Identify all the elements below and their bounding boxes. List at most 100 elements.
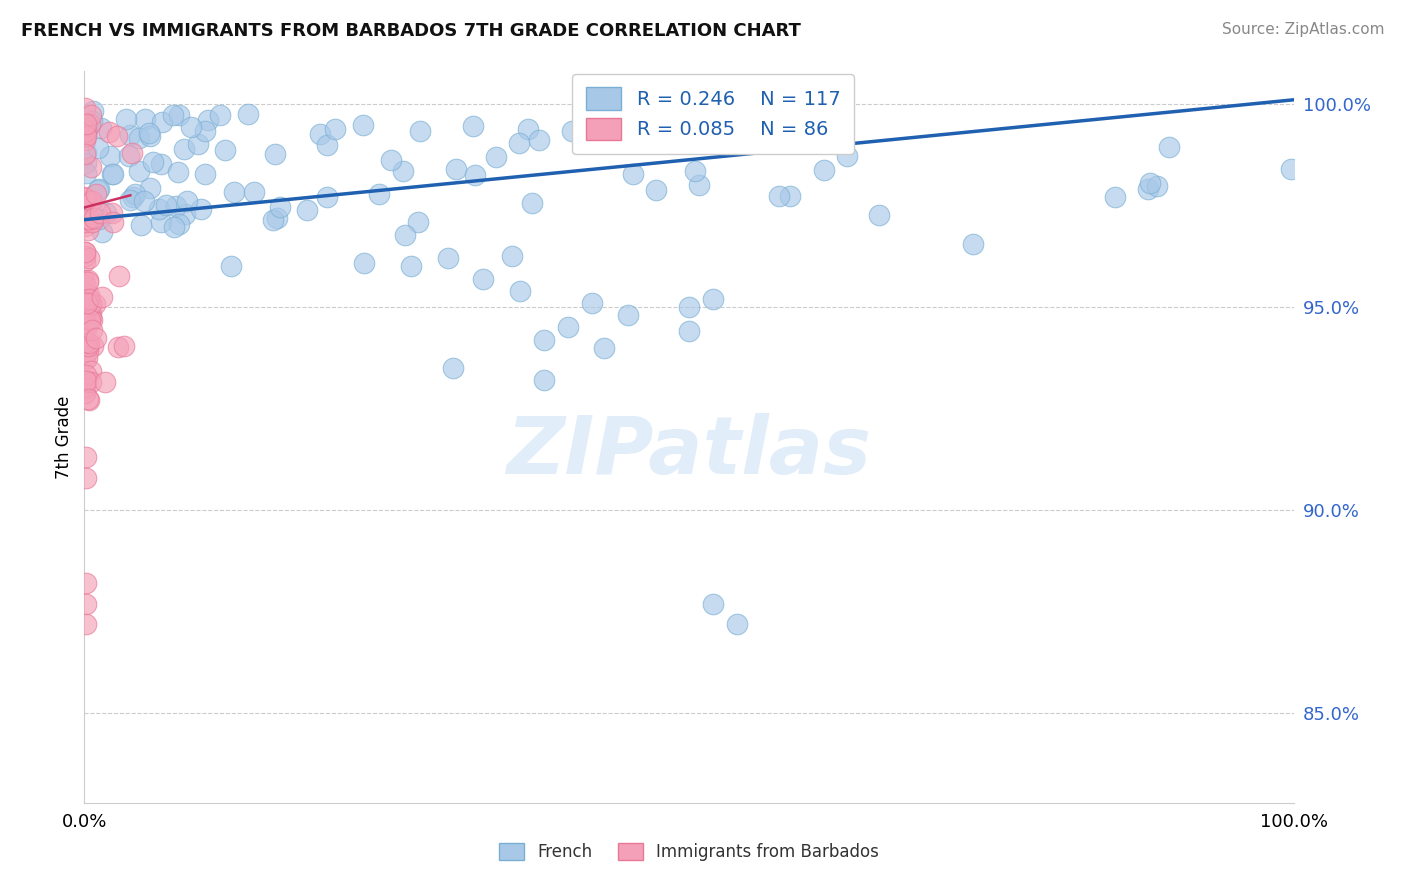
Point [80,297,103,311]
Point [80,364,103,378]
Point [501,249,523,263]
Point [75,245,97,260]
Point [139,181,162,195]
Point [837,149,859,163]
Point [98,148,121,162]
Point [94,205,117,219]
Point [315,190,337,204]
Point [75,450,97,465]
Point [367,187,389,202]
Point [208,108,231,122]
Point [128,164,150,178]
Point [80,215,103,229]
Point [87,212,110,227]
Point [868,208,890,222]
Point [75,307,97,321]
Point [441,361,464,376]
Point [75,117,97,131]
Text: ZIPatlas: ZIPatlas [506,413,872,491]
Point [79,194,101,208]
Point [79,393,101,408]
Point [73,215,96,229]
Point [148,202,170,216]
Point [139,129,162,144]
Point [517,121,540,136]
Point [1279,162,1302,177]
Point [77,223,100,237]
Point [617,308,640,322]
Point [309,127,332,141]
Point [83,297,105,311]
Point [75,286,97,301]
Point [80,310,103,325]
Point [509,284,531,298]
Point [315,138,337,153]
Point [73,318,96,332]
Point [76,344,98,359]
Point [779,189,801,203]
Point [645,183,668,197]
Point [77,339,100,353]
Point [75,277,97,292]
Point [87,182,110,196]
Point [399,260,422,274]
Point [73,133,96,147]
Point [353,256,375,270]
Point [702,292,724,306]
Point [75,313,97,327]
Point [75,334,97,349]
Point [75,194,97,208]
Point [76,295,98,310]
Point [77,276,100,290]
Point [75,156,97,170]
Point [561,124,583,138]
Point [221,260,243,274]
Point [269,200,291,214]
Point [581,296,603,310]
Point [82,323,104,337]
Point [768,122,790,136]
Point [725,617,748,632]
Point [101,215,124,229]
Point [105,128,128,143]
Point [112,339,135,353]
Point [150,157,173,171]
Point [75,245,97,260]
Point [533,373,555,387]
Point [101,167,124,181]
Point [75,146,97,161]
Point [82,104,104,119]
Point [79,288,101,302]
Point [180,120,202,134]
Point [1159,140,1181,154]
Point [86,141,108,155]
Point [352,118,374,132]
Y-axis label: 7th Grade: 7th Grade [55,395,73,479]
Point [80,114,103,128]
Point [77,252,100,266]
Point [325,121,347,136]
Point [444,161,467,176]
Point [101,167,124,181]
Point [75,219,97,233]
Point [120,128,142,142]
Point [73,381,96,395]
Point [394,227,416,242]
Point [128,131,150,145]
Point [75,322,97,336]
Point [90,289,112,303]
Point [194,167,217,181]
Point [169,108,191,122]
Point [75,597,97,611]
Point [101,206,124,220]
Point [243,185,266,199]
Point [557,320,579,334]
Point [115,112,138,126]
Point [77,120,100,135]
Point [813,163,835,178]
Point [236,107,259,121]
Point [98,125,121,139]
Point [134,194,156,209]
Point [166,165,188,179]
Point [118,149,141,163]
